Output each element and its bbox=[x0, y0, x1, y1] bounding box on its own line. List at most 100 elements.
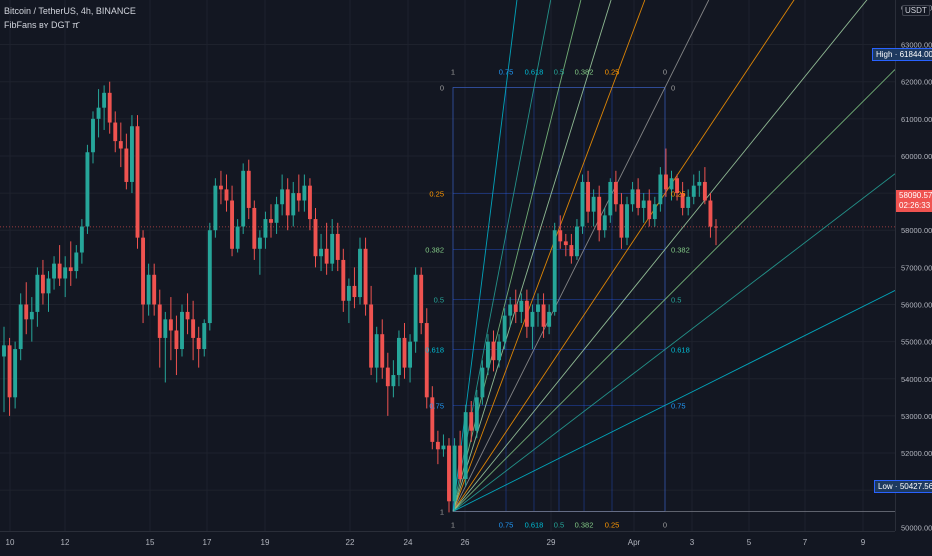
candles bbox=[2, 81, 718, 513]
last-price-value: 58090.57 bbox=[899, 191, 932, 200]
candle-body bbox=[441, 445, 446, 450]
candle-body bbox=[46, 278, 51, 294]
candle-body bbox=[424, 323, 429, 398]
candle-body bbox=[536, 304, 540, 312]
candle-body bbox=[480, 367, 485, 398]
candle-body bbox=[458, 445, 463, 480]
candle-body bbox=[269, 219, 273, 223]
fib-right-label: 0 bbox=[671, 83, 675, 92]
chart-area[interactable]: 1 0.75 0.618 0.5 0.382 0.25 0 1 0.75 0.618 0.5 0.38… bbox=[0, 0, 896, 531]
candle-body bbox=[408, 341, 413, 368]
indicator-title[interactable]: FibFans ʙʏ DGT π̄ bbox=[4, 20, 79, 30]
fib-fan bbox=[452, 0, 896, 512]
candle-body bbox=[613, 181, 618, 205]
fib-left-label: 0.618 bbox=[425, 345, 444, 354]
candle-body bbox=[191, 319, 196, 338]
candle-body bbox=[530, 311, 535, 327]
candle-body bbox=[597, 196, 602, 231]
candle-body bbox=[218, 185, 223, 190]
candle-body bbox=[241, 170, 246, 227]
price-tick-label: 54000.00 bbox=[901, 375, 932, 384]
candle-body bbox=[335, 233, 340, 260]
candle-body bbox=[141, 237, 146, 305]
candle-body bbox=[124, 148, 129, 182]
low-badge-value: 50427.56 bbox=[899, 482, 932, 491]
candle-body bbox=[485, 341, 490, 368]
candle-body bbox=[574, 226, 579, 257]
price-tick-label: 52000.00 bbox=[901, 449, 932, 458]
candle-body bbox=[385, 367, 390, 387]
fib-top-label: 1 bbox=[451, 67, 455, 76]
candle-body bbox=[697, 181, 702, 186]
fib-top-label: 0.25 bbox=[605, 67, 620, 76]
candle-body bbox=[702, 181, 707, 201]
time-axis-ticks: 10 12 15 17 19 22 24 26 29 Apr 3 5 7 9 bbox=[6, 538, 866, 547]
candle-body bbox=[246, 170, 251, 208]
candle-body bbox=[641, 200, 646, 208]
candle-body bbox=[447, 445, 451, 502]
candle-body bbox=[619, 204, 624, 238]
fib-left-label: 0.5 bbox=[434, 295, 444, 304]
candle-body bbox=[313, 219, 318, 257]
candle-body bbox=[363, 248, 368, 305]
candle-body bbox=[63, 267, 68, 279]
fib-fan-ray bbox=[452, 0, 646, 512]
candle-body bbox=[435, 441, 440, 450]
candle-body bbox=[57, 263, 62, 279]
candle-body bbox=[118, 141, 123, 149]
candle-body bbox=[502, 315, 507, 342]
candle-body bbox=[658, 174, 663, 205]
candle-body bbox=[174, 330, 179, 350]
fib-bottom-label: 0 bbox=[663, 520, 667, 529]
candle-body bbox=[352, 285, 357, 298]
high-badge: High · 61844.00 bbox=[872, 48, 932, 61]
candle-body bbox=[602, 215, 607, 231]
fib-bottom-label: 0.618 bbox=[525, 520, 544, 529]
candle-body bbox=[202, 323, 207, 350]
candle-body bbox=[2, 345, 6, 357]
candle-body bbox=[563, 241, 568, 246]
candle-body bbox=[291, 193, 296, 216]
fib-right-label: 0.25 bbox=[671, 189, 686, 198]
candle-body bbox=[513, 304, 518, 312]
candle-body bbox=[652, 204, 657, 220]
candle-body bbox=[558, 230, 563, 242]
fib-left-label: 0.75 bbox=[429, 401, 444, 410]
fib-right-label: 0.5 bbox=[671, 295, 681, 304]
candle-body bbox=[630, 189, 635, 205]
candle-body bbox=[129, 126, 134, 182]
candle-body bbox=[524, 300, 529, 327]
candle-body bbox=[663, 174, 668, 190]
candle-body bbox=[85, 152, 90, 227]
candle-body bbox=[107, 92, 112, 123]
candle-body bbox=[430, 397, 435, 442]
candle-body bbox=[591, 196, 596, 212]
candle-body bbox=[625, 204, 629, 238]
fib-labels: 1 0.75 0.618 0.5 0.382 0.25 01 0.75 0.618 0.5 0.38… bbox=[425, 67, 690, 529]
candle-body bbox=[330, 233, 335, 264]
candle-body bbox=[369, 304, 374, 368]
candle-body bbox=[463, 412, 468, 480]
candle-body bbox=[274, 204, 279, 223]
fib-fan-ray bbox=[452, 0, 795, 512]
time-tick-label: 29 bbox=[547, 538, 556, 547]
fib-fan-ray bbox=[452, 0, 868, 512]
candle-body bbox=[474, 397, 479, 431]
symbol-title[interactable]: Bitcoin / TetherUS, 4h, BINANCE bbox=[4, 6, 136, 16]
high-badge-label: High bbox=[876, 50, 893, 59]
fib-top-label: 0.5 bbox=[554, 67, 564, 76]
price-tick-label: 61000.00 bbox=[901, 115, 932, 124]
price-axis[interactable]: 51000.0052000.0053000.0054000.0055000.00… bbox=[895, 0, 932, 532]
last-price-badge: 58090.57 02:26:33 bbox=[896, 190, 932, 212]
time-tick-label: 24 bbox=[404, 538, 413, 547]
chart-plot[interactable]: 1 0.75 0.618 0.5 0.382 0.25 01 0.75 0.618 0.5 0.38… bbox=[0, 0, 896, 531]
candle-body bbox=[346, 285, 351, 301]
candle-body bbox=[391, 375, 396, 387]
time-axis[interactable]: 10 12 15 17 19 22 24 26 29 Apr 3 5 7 9 bbox=[0, 531, 895, 551]
price-tick-label: 58000.00 bbox=[901, 226, 932, 235]
candle-body bbox=[157, 304, 162, 338]
candle-body bbox=[608, 181, 613, 216]
currency-button[interactable]: USDT bbox=[902, 5, 930, 16]
fib-fan-ray bbox=[452, 0, 582, 512]
fib-top-label: 0.618 bbox=[525, 67, 544, 76]
